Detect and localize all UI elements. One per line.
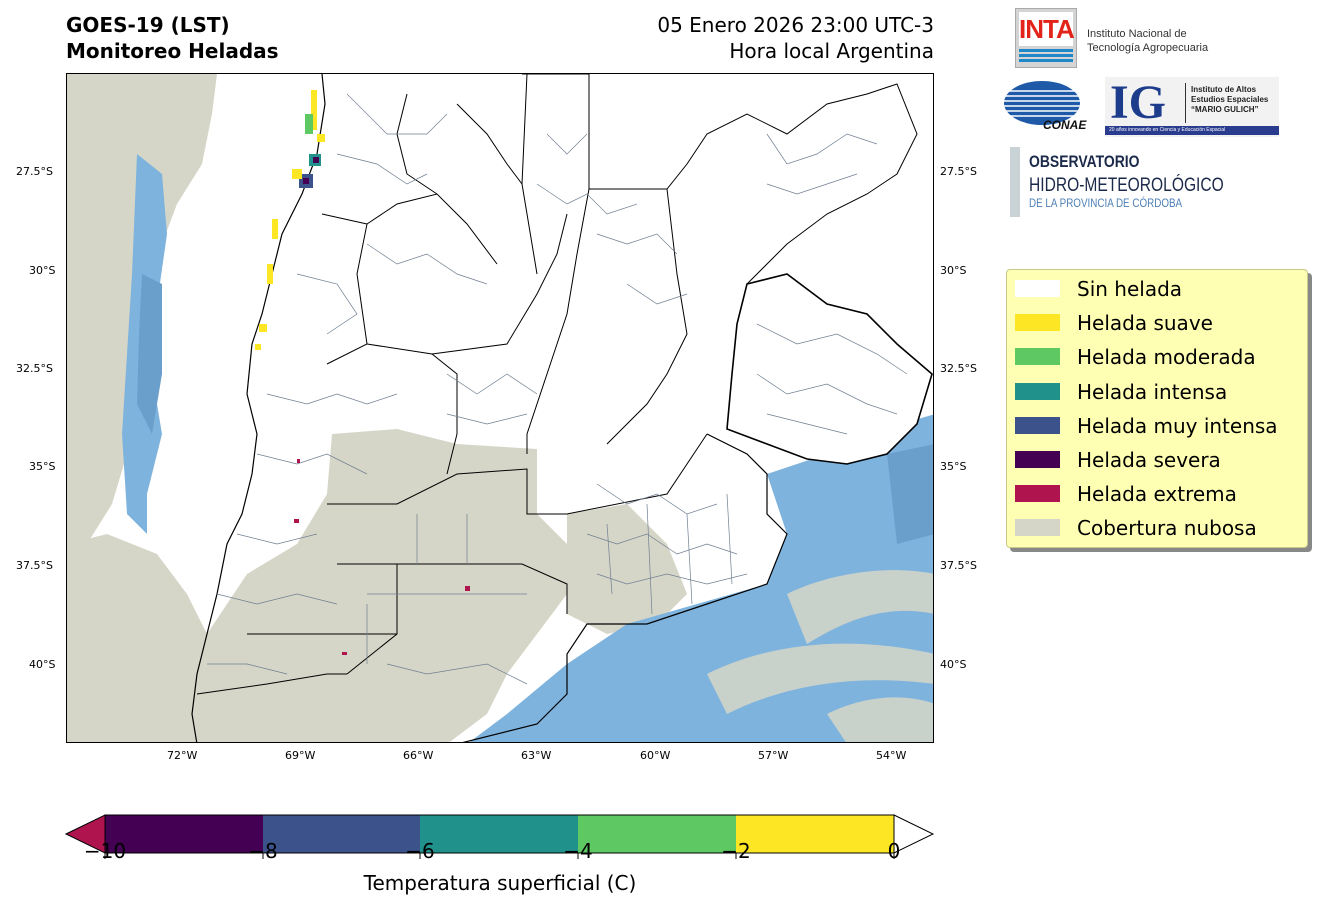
lon-label-1: 69°W bbox=[285, 749, 316, 762]
map-title: GOES-19 (LST) Monitoreo Heladas bbox=[66, 12, 279, 64]
ig-mark: IG bbox=[1110, 76, 1167, 129]
lon-label-6: 54°W bbox=[876, 749, 907, 762]
lat-label-left-0: 27.5°S bbox=[16, 165, 53, 178]
cloud-patagonia bbox=[207, 429, 567, 742]
province-borders bbox=[196, 74, 918, 695]
lat-label-left-3: 35°S bbox=[29, 460, 56, 473]
legend-item-helada-moderada: Helada moderada bbox=[1007, 344, 1307, 378]
colorbar-tick-2: −6 bbox=[405, 839, 435, 863]
lon-label-4: 60°W bbox=[640, 749, 671, 762]
colorbar-tick-4: −2 bbox=[721, 839, 751, 863]
obs-line-2: HIDRO-METEOROLÓGICO bbox=[1029, 175, 1224, 196]
legend-swatch-5 bbox=[1015, 450, 1060, 468]
colorbar-label: Temperatura superficial (C) bbox=[363, 871, 637, 895]
department-borders bbox=[207, 93, 908, 685]
colorbar-segment-2 bbox=[420, 815, 578, 853]
legend-label-5: Helada severa bbox=[1077, 447, 1221, 472]
inta-name-line-1: Instituto Nacional de bbox=[1087, 28, 1187, 40]
lat-label-right-3: 35°S bbox=[940, 460, 967, 473]
legend-item-sin-helada: Sin helada bbox=[1007, 276, 1307, 310]
local-time-line: Hora local Argentina bbox=[729, 39, 934, 63]
legend-item-helada-severa: Helada severa bbox=[1007, 447, 1307, 481]
map-canvas bbox=[67, 74, 933, 742]
lon-label-2: 66°W bbox=[403, 749, 434, 762]
legend-item-cobertura-nubosa: Cobertura nubosa bbox=[1007, 515, 1307, 549]
ig-text-line-2: Estudios Espaciales bbox=[1191, 95, 1269, 104]
colorbar-segment-0 bbox=[105, 815, 263, 853]
title-line-1: GOES-19 (LST) bbox=[66, 13, 230, 37]
ig-logo: IG Instituto de Altos Estudios Espaciale… bbox=[1105, 77, 1279, 137]
ig-text-line-1: Instituto de Altos bbox=[1191, 85, 1257, 94]
lon-label-5: 57°W bbox=[758, 749, 789, 762]
frost-legend: Sin helada Helada suave Helada moderada … bbox=[1006, 269, 1308, 548]
lat-label-left-5: 40°S bbox=[29, 658, 56, 671]
legend-label-7: Cobertura nubosa bbox=[1077, 516, 1257, 541]
colorbar-tick-1: −8 bbox=[248, 839, 278, 863]
colorbar-tick-0: −10 bbox=[83, 839, 127, 863]
lat-label-right-4: 37.5°S bbox=[940, 559, 977, 572]
inta-logo: INTA bbox=[1015, 8, 1077, 68]
obs-line-3: DE LA PROVINCIA DE CÓRDOBA bbox=[1029, 196, 1183, 210]
title-line-2: Monitoreo Heladas bbox=[66, 39, 279, 63]
frost-map bbox=[66, 73, 934, 743]
lat-label-left-4: 37.5°S bbox=[16, 559, 53, 572]
lat-label-left-2: 32.5°S bbox=[16, 362, 53, 375]
legend-item-helada-intensa: Helada intensa bbox=[1007, 379, 1307, 413]
cloud-west-lower bbox=[67, 534, 439, 742]
legend-swatch-4 bbox=[1015, 416, 1060, 434]
atlantic-sea-dark bbox=[887, 444, 933, 544]
lat-label-right-1: 30°S bbox=[940, 264, 967, 277]
frost-pixels bbox=[255, 90, 470, 655]
colorbar-tick-5: 0 bbox=[887, 839, 901, 863]
inta-name-line-2: Tecnología Agropecuaria bbox=[1087, 42, 1209, 54]
legend-item-helada-suave: Helada suave bbox=[1007, 310, 1307, 344]
map-timestamp: 05 Enero 2026 23:00 UTC-3 Hora local Arg… bbox=[657, 12, 934, 64]
atlantic-cloud-swirls bbox=[707, 570, 933, 742]
colorbar-frame bbox=[104, 814, 895, 854]
lon-label-0: 72°W bbox=[167, 749, 198, 762]
conae-logo bbox=[1004, 81, 1080, 125]
legend-swatch-3 bbox=[1015, 382, 1060, 400]
pacific-sea-dark bbox=[137, 274, 162, 434]
colorbar-tick-marks bbox=[104, 853, 895, 859]
legend-label-6: Helada extrema bbox=[1077, 482, 1237, 507]
inta-name: Instituto Nacional de Tecnología Agropec… bbox=[1087, 27, 1208, 55]
legend-item-helada-extrema: Helada extrema bbox=[1007, 481, 1307, 515]
lat-label-left-1: 30°S bbox=[29, 264, 56, 277]
legend-label-3: Helada intensa bbox=[1077, 379, 1228, 404]
legend-swatch-1 bbox=[1015, 314, 1060, 332]
inta-mark: INTA bbox=[1019, 12, 1075, 46]
date-line: 05 Enero 2026 23:00 UTC-3 bbox=[657, 13, 934, 37]
argentina-coast bbox=[462, 433, 788, 742]
conae-wordmark: CONAE bbox=[1043, 118, 1087, 132]
obs-line-1: OBSERVATORIO bbox=[1029, 152, 1140, 171]
colorbar bbox=[64, 814, 935, 859]
colorbar-tick-3: −4 bbox=[563, 839, 593, 863]
legend-swatch-7 bbox=[1015, 519, 1060, 537]
legend-swatch-2 bbox=[1015, 348, 1060, 366]
colorbar-segment-4 bbox=[736, 815, 894, 853]
legend-item-helada-muy-intensa: Helada muy intensa bbox=[1007, 413, 1307, 447]
legend-label-1: Helada suave bbox=[1077, 311, 1213, 336]
colorbar-segment-3 bbox=[578, 815, 736, 853]
ig-text-line-3: “MARIO GULICH” bbox=[1191, 105, 1259, 114]
legend-label-2: Helada moderada bbox=[1077, 345, 1256, 370]
legend-swatch-6 bbox=[1015, 485, 1060, 503]
legend-label-0: Sin helada bbox=[1077, 277, 1183, 301]
ig-tagline: 20 años innovando en Ciencia y Educación… bbox=[1105, 126, 1279, 135]
lon-label-3: 63°W bbox=[521, 749, 552, 762]
lat-label-right-2: 32.5°S bbox=[940, 362, 977, 375]
ig-text: Instituto de Altos Estudios Espaciales “… bbox=[1191, 85, 1268, 115]
lat-label-right-5: 40°S bbox=[940, 658, 967, 671]
cloud-ba-south bbox=[567, 504, 687, 634]
legend-swatch-0 bbox=[1015, 280, 1060, 297]
lat-label-right-0: 27.5°S bbox=[940, 165, 977, 178]
legend-label-4: Helada muy intensa bbox=[1077, 413, 1278, 438]
colorbar-segment-1 bbox=[263, 815, 420, 853]
